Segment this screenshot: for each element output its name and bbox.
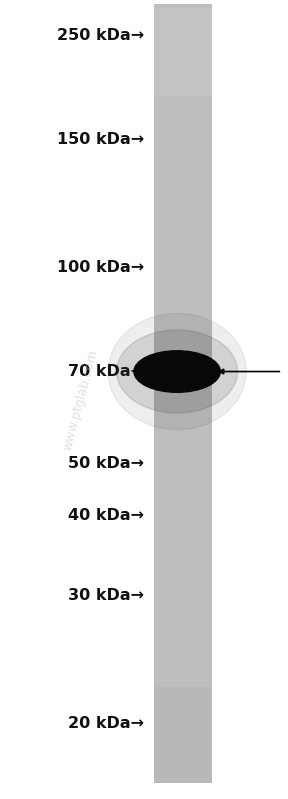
Ellipse shape	[134, 351, 220, 392]
Text: 250 kDa→: 250 kDa→	[57, 29, 144, 43]
Text: 30 kDa→: 30 kDa→	[68, 588, 144, 602]
Bar	[154, 687, 212, 783]
Ellipse shape	[117, 330, 238, 413]
Text: 20 kDa→: 20 kDa→	[68, 716, 144, 730]
Ellipse shape	[108, 313, 246, 430]
Text: 70 kDa→: 70 kDa→	[68, 364, 144, 379]
Text: 100 kDa→: 100 kDa→	[57, 260, 144, 275]
Text: 150 kDa→: 150 kDa→	[57, 133, 144, 147]
Text: 50 kDa→: 50 kDa→	[68, 456, 144, 471]
Bar	[154, 8, 212, 96]
Bar	[154, 4, 212, 783]
Text: 40 kDa→: 40 kDa→	[68, 508, 144, 523]
Text: www.ptglab.com: www.ptglab.com	[61, 348, 101, 451]
